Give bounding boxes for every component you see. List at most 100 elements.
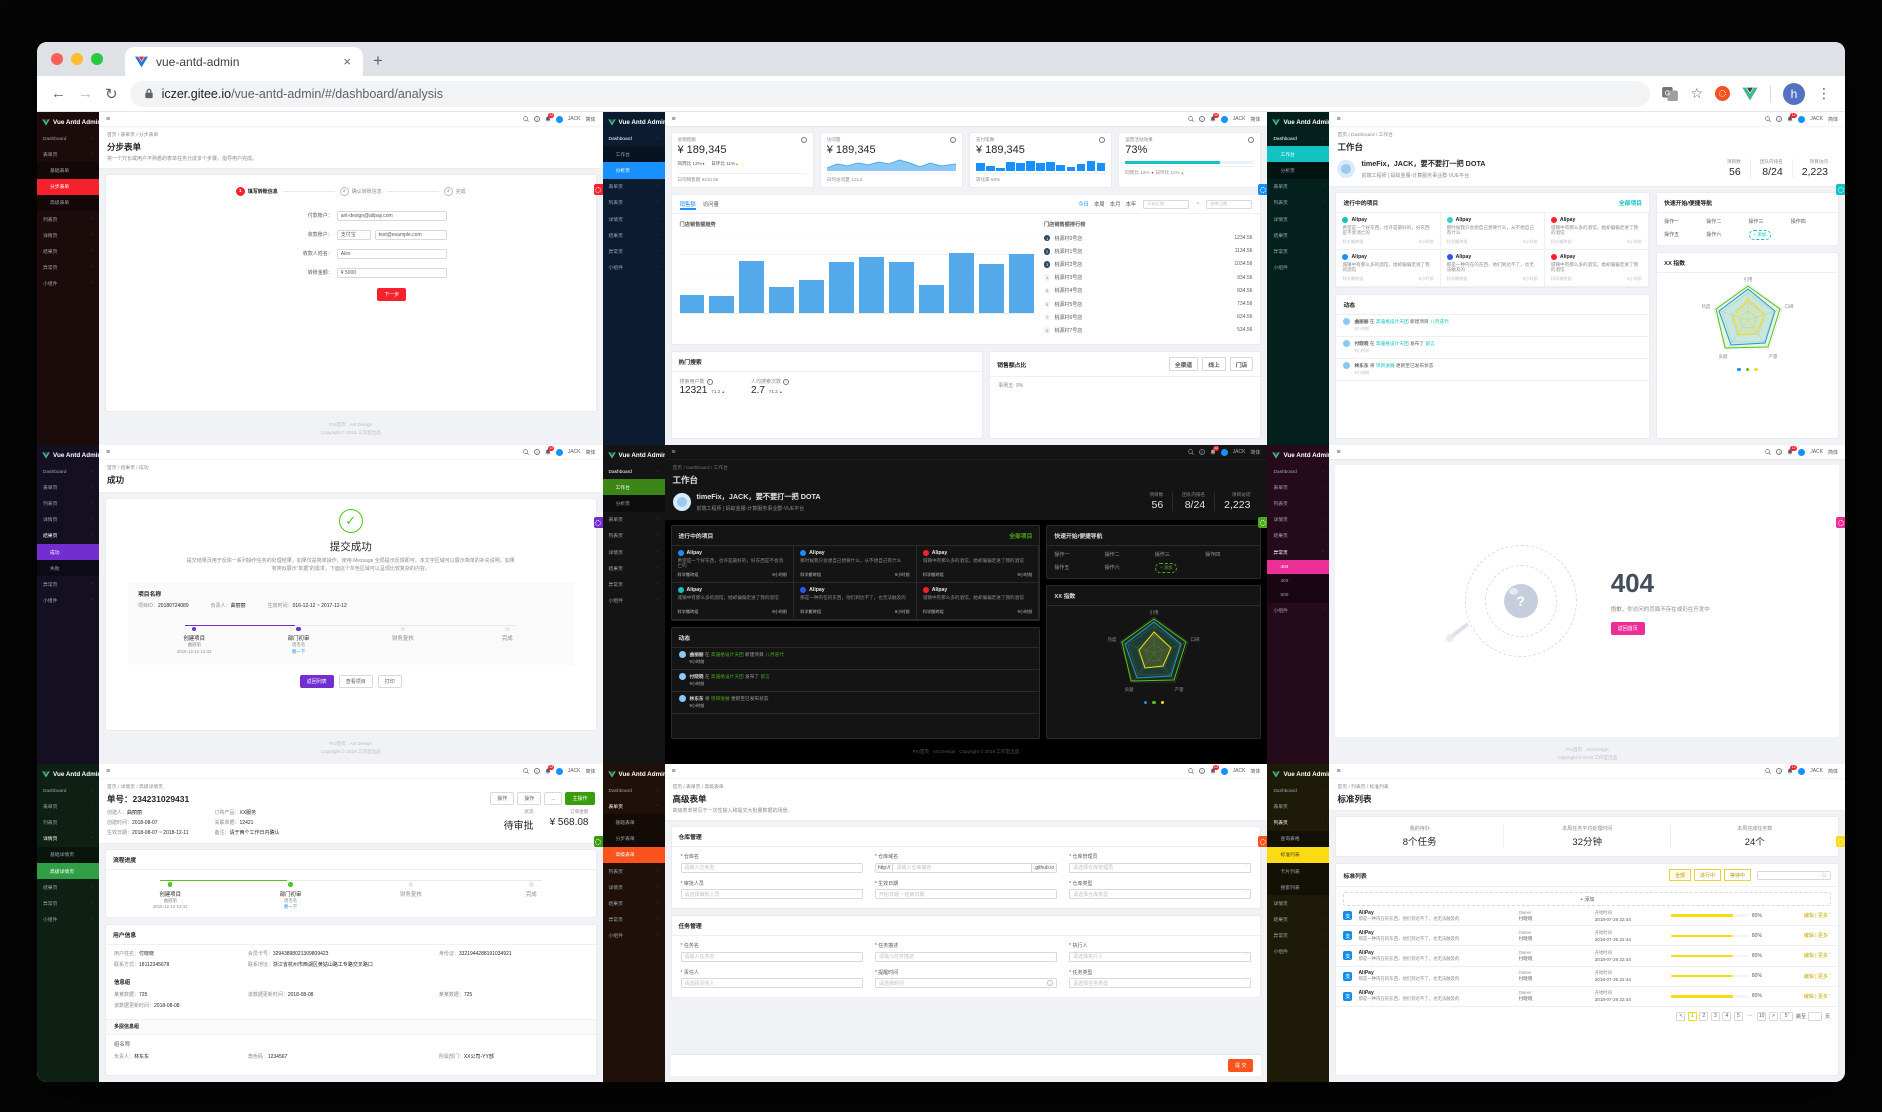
edit-link[interactable]: 编辑 — [1803, 913, 1814, 920]
sidebar-item-exception[interactable]: 异常页 ˇ — [608, 248, 659, 255]
sidebar-item-detail[interactable]: 详情页 ˇ — [608, 549, 659, 556]
collapse-menu-icon[interactable]: ≡ — [1336, 767, 1341, 775]
sidebar-item-404[interactable]: 404 — [1267, 560, 1330, 575]
quick-op[interactable]: 操作二 — [1706, 218, 1722, 225]
quick-op[interactable]: 操作四 — [1205, 551, 1221, 558]
quick-op[interactable]: 操作六 — [1104, 565, 1120, 571]
bookmark-star-icon[interactable]: ☆ — [1690, 85, 1703, 101]
language-selector[interactable]: 简体 — [1827, 768, 1838, 775]
sidebar-item-query-table[interactable]: 查询表格 — [1267, 830, 1330, 847]
tab-sales[interactable]: 销售额 — [679, 202, 696, 208]
collapse-menu-icon[interactable]: ≡ — [106, 115, 111, 123]
breadcrumb[interactable]: 首页 / 结果页 / 成功 — [107, 466, 149, 471]
all-projects-link[interactable]: 全部项目 — [1009, 533, 1033, 540]
project-card[interactable]: Alipay 那是一种内在的东西，他们到达不了，也无法触及的 科学搬砖组 9小时前 — [794, 582, 917, 620]
sidebar-item-dashboard[interactable]: Dashboard ˆ — [608, 469, 659, 475]
app-logo[interactable]: Vue Antd Admin — [1267, 445, 1329, 465]
range-week[interactable]: 本周 — [1093, 202, 1105, 208]
collapse-menu-icon[interactable]: ≡ — [671, 767, 676, 775]
collapse-menu-icon[interactable]: ≡ — [671, 448, 676, 456]
action-button[interactable]: 操作 — [517, 792, 542, 805]
sidebar-item-form[interactable]: 表单页 ˆ — [43, 151, 93, 158]
quick-op[interactable]: 操作二 — [1104, 551, 1120, 558]
theme-settings-button[interactable] — [593, 517, 603, 528]
sidebar-item-dashboard[interactable]: Dashboard ˆ — [1273, 136, 1324, 142]
receive-type-select[interactable]: 支付宝 ˇ — [336, 229, 371, 240]
sidebar-item-detail[interactable]: 详情页 ˇ — [608, 884, 659, 891]
notification-bell-icon[interactable]: 12 — [1210, 446, 1220, 455]
app-logo[interactable]: Vue Antd Admin — [1267, 112, 1329, 132]
breadcrumb[interactable]: 首页 / 表单页 / 分步表单 — [107, 133, 159, 138]
end-date-input[interactable]: 结束日期 — [1206, 199, 1253, 209]
app-logo[interactable]: Vue Antd Admin — [37, 764, 99, 784]
collapse-menu-icon[interactable]: ≡ — [1336, 448, 1341, 456]
sidebar-item-step-form[interactable]: 分步表单 — [602, 830, 665, 847]
sidebar-item-exception[interactable]: 异常页 ˆ — [1273, 549, 1324, 556]
notification-bell-icon[interactable]: 12 — [1210, 113, 1220, 122]
search-icon[interactable] — [523, 449, 529, 455]
project-card[interactable]: Alipay 那时候我只会想自己想要什么，从不想自己有什么 科学搬砖组 9小时前 — [1440, 212, 1545, 250]
sidebar-item-detail[interactable]: 详情页 ˇ — [1273, 517, 1324, 524]
project-card[interactable]: Alipay 城镇中有那么多的酒馆，她却偏偏走进了我的酒馆 科学搬砖组 9小时前 — [916, 545, 1040, 583]
page-button[interactable]: 10 — [1756, 1011, 1767, 1021]
sidebar-item-widget[interactable]: 小组件 ˇ — [608, 265, 659, 272]
theme-settings-button[interactable] — [1836, 184, 1845, 195]
sidebar-item-card-list[interactable]: 卡片列表 — [1267, 862, 1330, 880]
sidebar-item-detail[interactable]: 详情页 ˆ — [43, 836, 93, 843]
submit-button[interactable]: 提 交 — [1228, 1059, 1254, 1072]
sidebar-item-list[interactable]: 列表页 ˆ — [1273, 819, 1324, 826]
app-logo[interactable]: Vue Antd Admin — [603, 764, 665, 784]
search-icon[interactable] — [1187, 116, 1194, 122]
filter-store[interactable]: 门店 — [1229, 357, 1254, 371]
footer-link-antd[interactable]: Ant Design — [349, 422, 373, 428]
page-button[interactable]: 1 — [1687, 1011, 1697, 1021]
breadcrumb[interactable]: 首页 / 详情页 / 高级详情页 — [107, 785, 163, 790]
search-icon[interactable] — [1187, 768, 1194, 774]
app-logo[interactable]: Vue Antd Admin — [37, 445, 99, 465]
close-window-button[interactable] — [51, 53, 63, 65]
sidebar-item-result[interactable]: 结果页 ˇ — [1273, 533, 1324, 540]
more-actions-button[interactable]: ... — [544, 792, 563, 805]
collapse-menu-icon[interactable]: ≡ — [1336, 115, 1341, 123]
sidebar-item-form[interactable]: 表单页 ˇ — [608, 517, 659, 524]
sidebar-item-exception[interactable]: 异常页 ˇ — [608, 581, 659, 588]
collapse-menu-icon[interactable]: ≡ — [106, 767, 111, 775]
sidebar-item-search-list[interactable]: 搜索列表 — [1267, 879, 1330, 896]
quick-op[interactable]: 操作四 — [1790, 218, 1806, 225]
user-avatar[interactable] — [1798, 115, 1806, 123]
sidebar-item-form[interactable]: 表单页 ˇ — [1273, 184, 1324, 191]
user-avatar[interactable] — [1220, 115, 1228, 123]
filter-all-channel[interactable]: 全渠道 — [1168, 357, 1199, 371]
theme-settings-button[interactable] — [1258, 184, 1268, 195]
start-date-input[interactable]: 开始日期 — [1143, 199, 1190, 209]
sidebar-item-fail[interactable]: 失败 — [37, 560, 99, 577]
sidebar-item-detail[interactable]: 详情页 ˇ — [1273, 216, 1324, 223]
print-button[interactable]: 打印 — [377, 675, 402, 689]
sidebar-item-workspace[interactable]: 工作台 — [602, 479, 665, 496]
language-selector[interactable]: 简体 — [1827, 449, 1838, 456]
sidebar-item-exception[interactable]: 异常页 ˇ — [43, 900, 93, 907]
help-icon[interactable]: ? — [533, 768, 540, 774]
quick-op[interactable]: 操作六 — [1706, 232, 1722, 238]
sidebar-item-detail[interactable]: 详情页 ˇ — [608, 216, 659, 223]
sidebar-item-widget[interactable]: 小组件 ˇ — [1273, 608, 1324, 615]
range-today[interactable]: 今日 — [1078, 202, 1089, 208]
sidebar-item-step-form[interactable]: 分步表单 — [37, 178, 99, 195]
help-icon[interactable]: ? — [1198, 116, 1205, 122]
page-button[interactable]: 5 — [1733, 1011, 1743, 1021]
language-selector[interactable]: 简体 — [585, 768, 596, 775]
breadcrumb[interactable]: 首页 / Dashboard / 工作台 — [1337, 133, 1393, 138]
sidebar-item-list[interactable]: 列表页 ˇ — [608, 533, 659, 540]
remind-time-select[interactable]: 请选择时间 • — [874, 978, 1058, 988]
help-icon[interactable]: ? — [1198, 768, 1205, 774]
search-icon[interactable] — [1765, 116, 1772, 122]
project-card[interactable]: Alipay 那时候我只会想自己想要什么，从不想自己有什么 科学搬砖组 9小时前 — [794, 545, 917, 583]
help-icon[interactable]: ? — [533, 449, 540, 455]
app-logo[interactable]: Vue Antd Admin — [603, 445, 665, 465]
sidebar-item-basic-form[interactable]: 基础表单 — [37, 162, 99, 179]
sidebar-item-widget[interactable]: 小组件 ˇ — [608, 598, 659, 605]
add-nav-button[interactable]: + 添加 — [1154, 562, 1178, 573]
theme-settings-button[interactable] — [1258, 517, 1268, 528]
breadcrumb[interactable]: 首页 / 表单页 / 高级表单 — [672, 785, 724, 790]
executor-select[interactable]: 请选择执行人 ˇ — [1069, 951, 1252, 962]
